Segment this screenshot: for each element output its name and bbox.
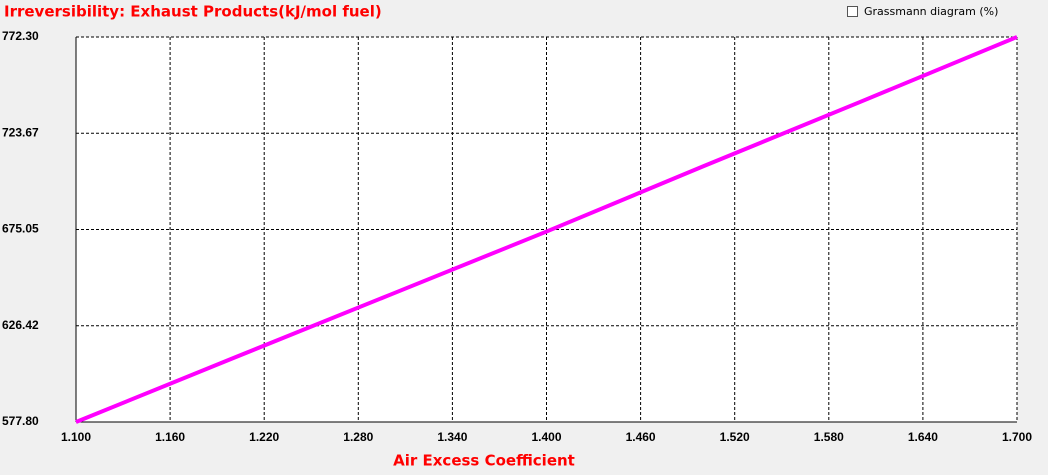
y-tick-label: 577.80 [2,414,39,428]
y-tick-label: 675.05 [2,222,39,236]
x-tick-label: 1.280 [343,430,373,444]
checkbox[interactable] [847,6,858,17]
x-tick-label: 1.460 [626,430,656,444]
series-line [75,35,1018,424]
x-tick-label: 1.520 [720,430,750,444]
x-tick-label: 1.400 [531,430,561,444]
x-tick-label: 1.580 [814,430,844,444]
x-tick-label: 1.700 [1002,430,1032,444]
y-tick-label: 723.67 [2,125,39,139]
y-tick-label: 626.42 [2,318,39,332]
x-axis-label: Air Excess Coefficient [393,452,575,470]
y-tick-label: 772.30 [2,29,39,43]
x-tick-label: 1.220 [249,430,279,444]
x-tick-label: 1.640 [908,430,938,444]
x-tick-label: 1.100 [61,430,91,444]
checkbox-label[interactable]: Grassmann diagram (%) [864,5,998,18]
chart-title: Irreversibility: Exhaust Products(kJ/mol… [4,3,382,21]
x-tick-label: 1.160 [155,430,185,444]
x-tick-label: 1.340 [437,430,467,444]
